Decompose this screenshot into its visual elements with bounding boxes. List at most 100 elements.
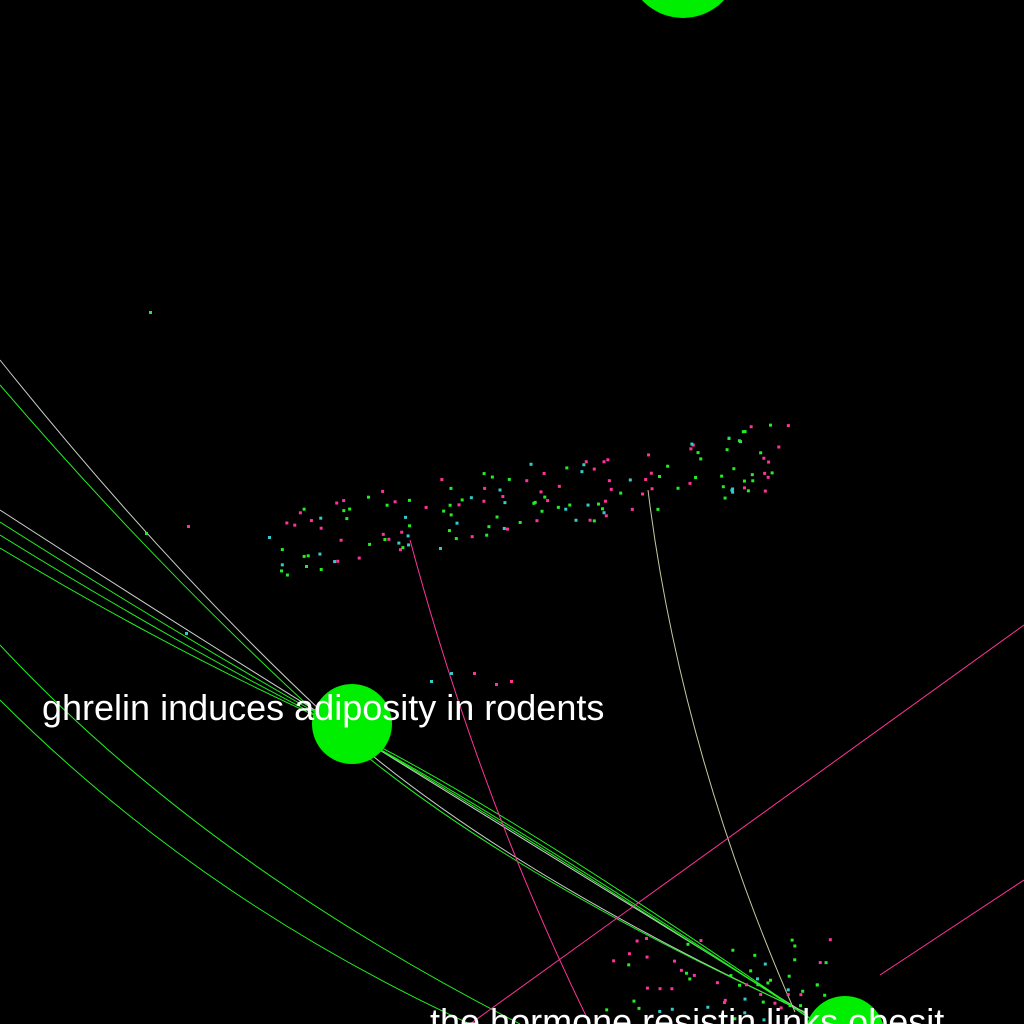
dot xyxy=(793,944,797,948)
dot xyxy=(460,498,464,502)
dot xyxy=(185,632,188,635)
dot xyxy=(679,968,683,972)
dot xyxy=(773,1001,777,1005)
dot xyxy=(487,525,491,529)
dot xyxy=(777,445,781,449)
dot xyxy=(319,516,323,520)
minor-nodes xyxy=(145,311,832,1022)
dot xyxy=(368,542,372,546)
dot xyxy=(485,533,489,537)
dot xyxy=(658,987,662,991)
dot xyxy=(473,672,476,675)
dot xyxy=(510,680,513,683)
dot xyxy=(381,532,385,536)
dot xyxy=(666,464,670,468)
dot xyxy=(502,526,506,530)
dot xyxy=(762,1018,766,1022)
dot xyxy=(490,475,494,479)
dot xyxy=(723,496,727,500)
dot xyxy=(302,507,306,511)
dot xyxy=(688,481,692,485)
dot xyxy=(404,515,408,519)
dot xyxy=(448,503,452,507)
dot xyxy=(725,448,729,452)
edge xyxy=(409,539,591,1024)
dot xyxy=(606,458,610,462)
dot xyxy=(607,479,611,483)
dot xyxy=(407,498,411,502)
dot xyxy=(823,993,827,997)
dot xyxy=(743,430,747,434)
dot xyxy=(801,989,805,993)
dot xyxy=(424,505,428,509)
dot xyxy=(482,499,486,503)
dot xyxy=(440,478,444,482)
dot xyxy=(818,961,822,965)
dot xyxy=(603,499,607,503)
dot xyxy=(828,938,832,942)
dot xyxy=(786,988,790,992)
dot xyxy=(688,977,692,981)
dot xyxy=(742,486,746,490)
dot xyxy=(721,485,725,489)
dot xyxy=(744,983,748,987)
dot xyxy=(787,974,791,978)
dot xyxy=(786,993,790,997)
dot xyxy=(298,511,302,515)
dot xyxy=(793,958,797,962)
dot xyxy=(556,505,560,509)
dot xyxy=(535,519,539,523)
dot xyxy=(738,983,742,987)
dot xyxy=(727,437,731,441)
dot xyxy=(574,518,578,522)
dot xyxy=(454,537,458,541)
dot xyxy=(442,509,446,513)
dot xyxy=(546,499,550,503)
dot xyxy=(397,541,401,545)
dot xyxy=(694,476,698,480)
dot xyxy=(737,439,741,443)
dot xyxy=(762,456,766,460)
dot xyxy=(336,559,340,563)
dot xyxy=(647,453,651,457)
dot xyxy=(749,425,753,429)
dot xyxy=(393,500,397,504)
dot xyxy=(495,683,498,686)
dot xyxy=(753,953,757,957)
dot xyxy=(339,538,343,542)
dot xyxy=(333,560,337,564)
dot xyxy=(729,974,733,978)
dot xyxy=(670,987,674,991)
dot xyxy=(779,1006,783,1010)
dot xyxy=(692,973,696,977)
dot xyxy=(319,526,323,530)
dot xyxy=(450,672,453,675)
node xyxy=(312,684,392,764)
dot xyxy=(145,532,148,535)
dot xyxy=(632,999,636,1003)
dot xyxy=(759,992,763,996)
dot xyxy=(149,311,152,314)
dot xyxy=(650,487,654,491)
dot xyxy=(763,489,767,493)
dot xyxy=(564,507,568,511)
dot xyxy=(763,962,767,966)
dot xyxy=(540,509,544,513)
dot xyxy=(592,519,596,523)
dot xyxy=(398,548,402,552)
dot xyxy=(715,981,719,985)
dot xyxy=(656,507,660,511)
edge xyxy=(0,699,471,1024)
dot xyxy=(280,563,284,567)
dot xyxy=(408,524,412,528)
dot xyxy=(824,961,828,965)
dot xyxy=(649,471,653,475)
dot xyxy=(306,554,310,558)
dot xyxy=(293,523,297,527)
dot xyxy=(455,521,459,525)
dot xyxy=(637,1006,641,1010)
dot xyxy=(539,490,543,494)
dot xyxy=(657,474,661,478)
edge xyxy=(0,644,521,1024)
dot xyxy=(596,502,600,506)
